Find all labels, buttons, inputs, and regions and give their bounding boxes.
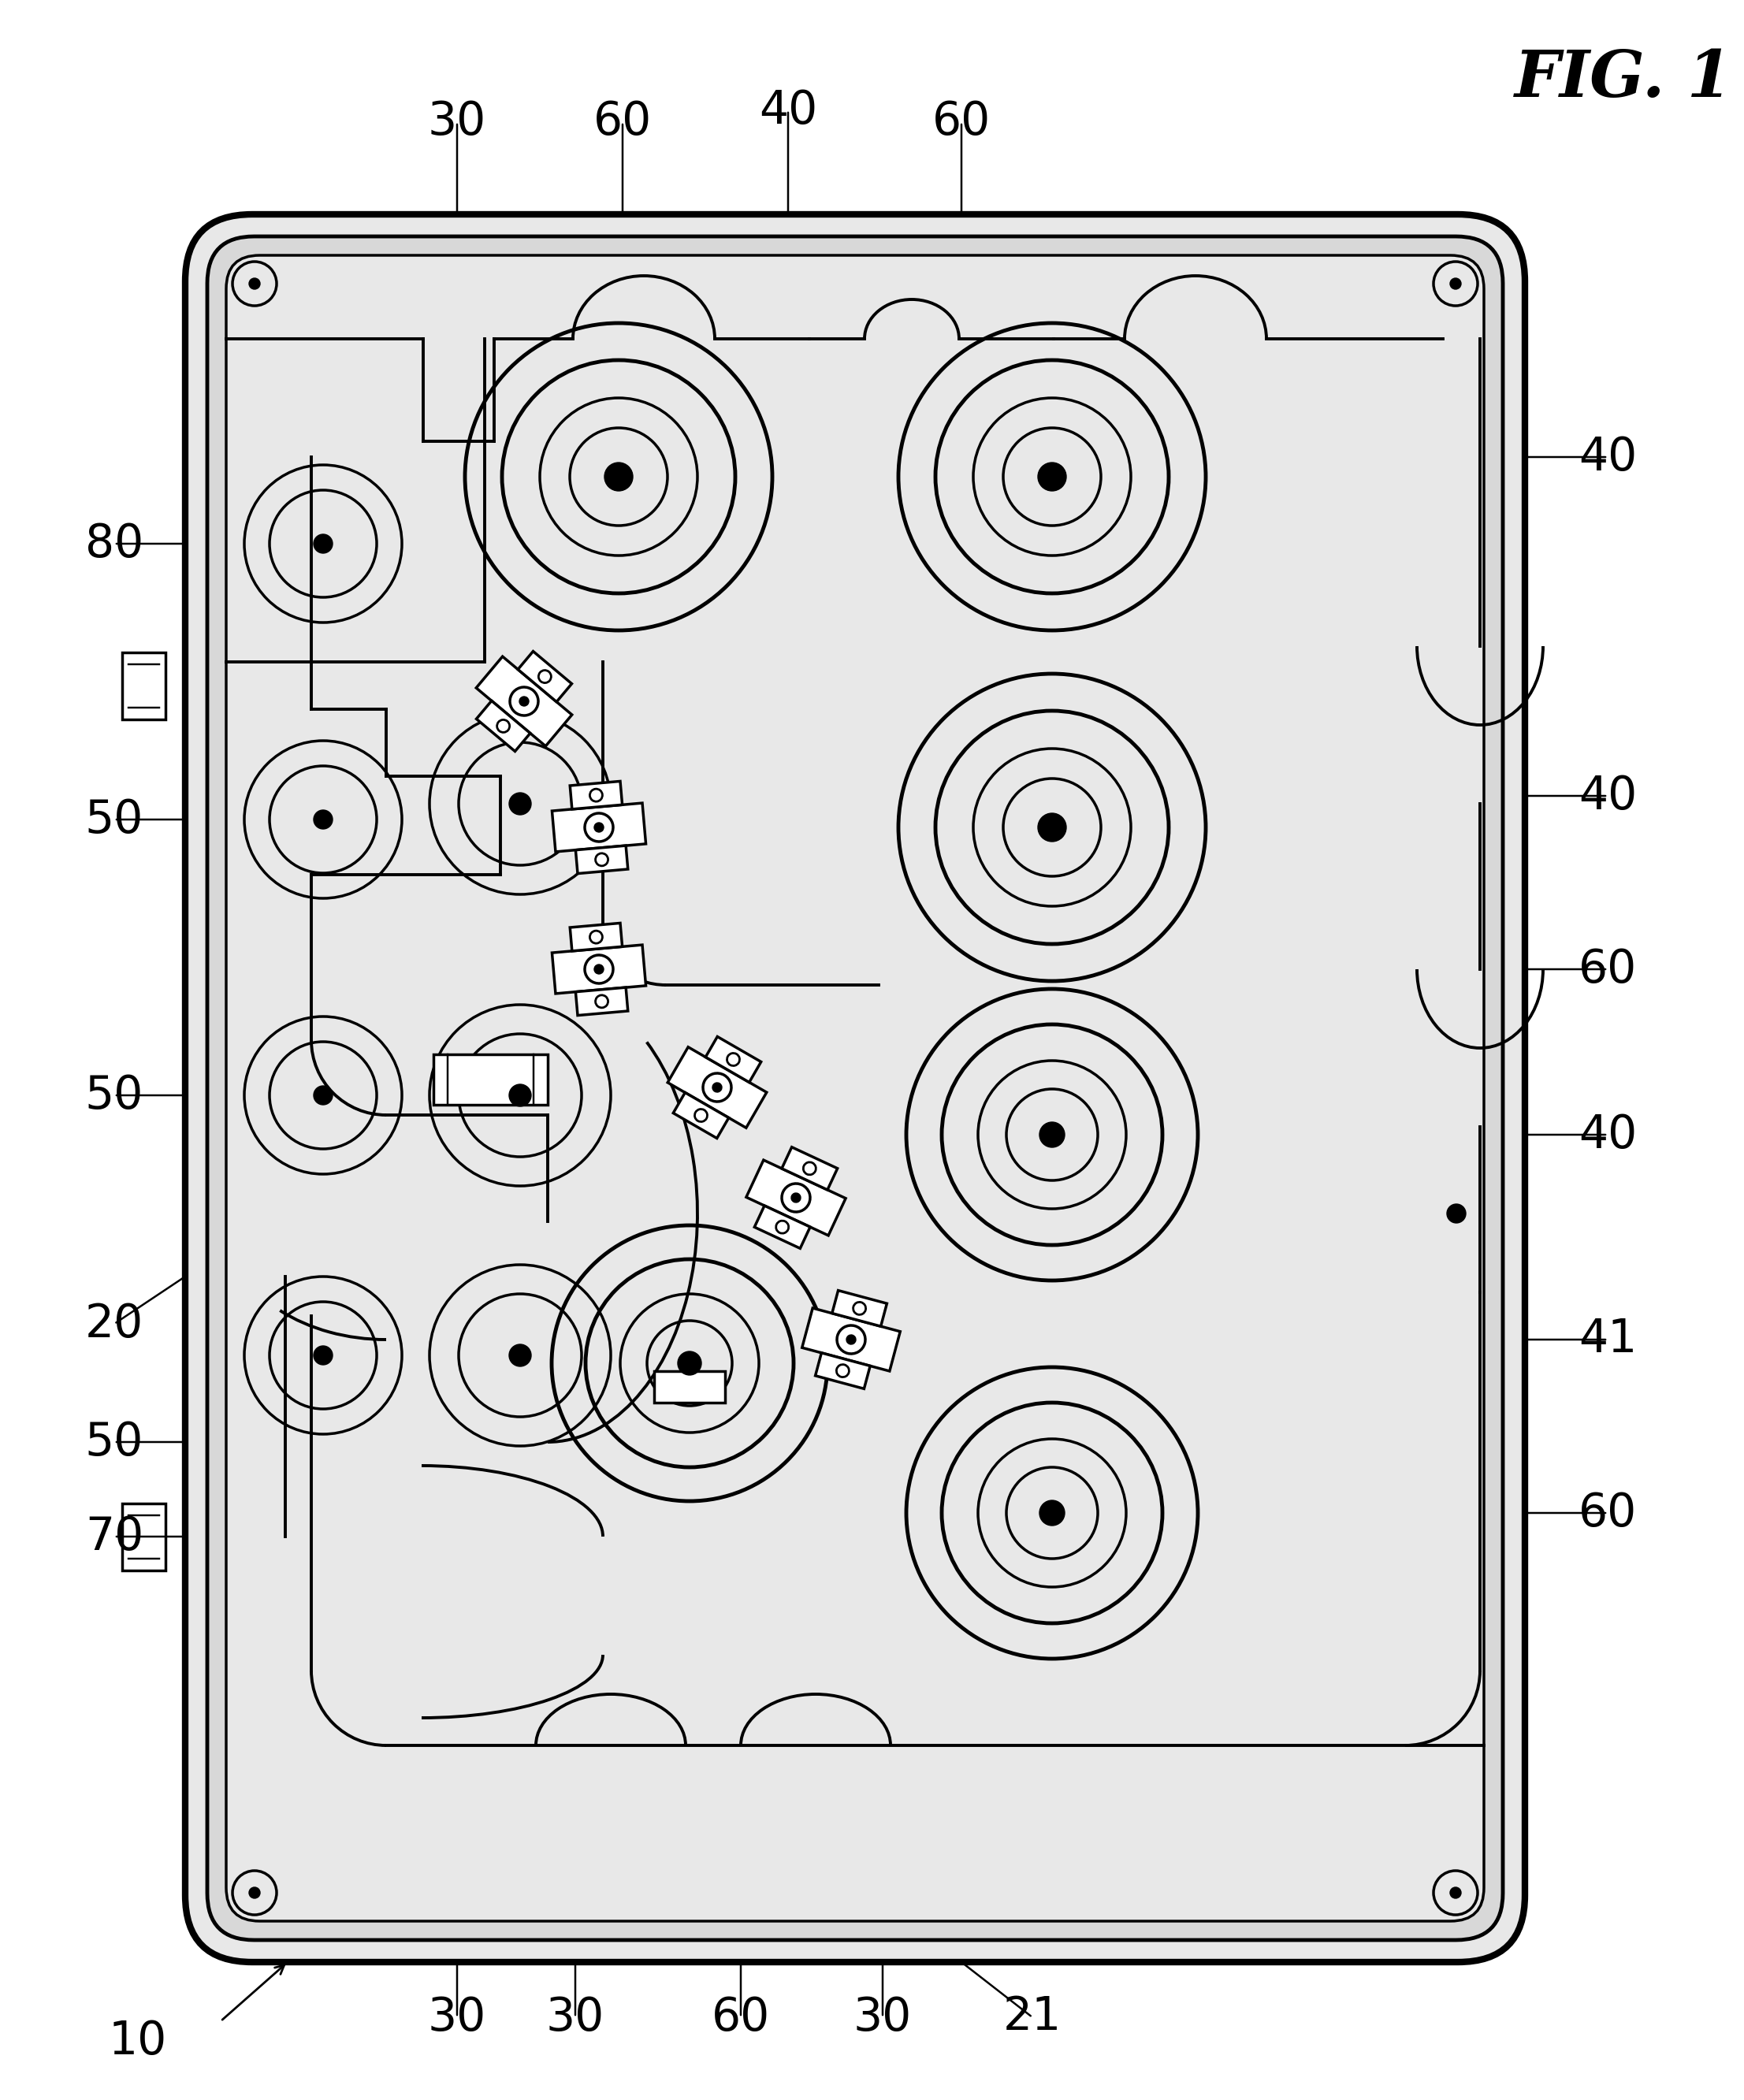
Text: 30: 30	[853, 1995, 912, 2039]
Bar	[576, 846, 628, 874]
Circle shape	[249, 1888, 260, 1898]
FancyBboxPatch shape	[185, 214, 1524, 1961]
Text: 60: 60	[1578, 947, 1638, 991]
Circle shape	[846, 1336, 856, 1344]
Circle shape	[1448, 1203, 1465, 1222]
Bar	[802, 1308, 900, 1371]
Text: 21: 21	[1003, 1995, 1062, 2039]
Text: 30: 30	[427, 1995, 487, 2039]
Text: 80: 80	[85, 521, 143, 567]
Bar	[553, 945, 645, 993]
Circle shape	[314, 811, 333, 830]
Bar	[476, 657, 572, 746]
Circle shape	[595, 964, 603, 974]
Text: 60: 60	[593, 99, 652, 145]
Text: 10: 10	[108, 2018, 167, 2064]
Circle shape	[1038, 813, 1066, 842]
Bar	[576, 987, 628, 1016]
Bar	[553, 802, 645, 853]
Circle shape	[1039, 1499, 1064, 1525]
Text: 60: 60	[712, 1995, 771, 2039]
Bar	[570, 924, 623, 951]
Text: 50: 50	[85, 798, 143, 842]
Bar	[706, 1037, 760, 1082]
Circle shape	[509, 792, 532, 815]
Bar	[832, 1289, 888, 1327]
FancyBboxPatch shape	[208, 237, 1503, 1940]
Text: 60: 60	[1578, 1491, 1638, 1535]
Circle shape	[712, 1084, 722, 1092]
Text: 20: 20	[85, 1302, 143, 1346]
Circle shape	[1038, 462, 1066, 491]
Text: 30: 30	[546, 1995, 605, 2039]
Bar	[122, 1504, 166, 1571]
Circle shape	[605, 462, 633, 491]
Text: 40: 40	[1578, 1113, 1638, 1157]
Circle shape	[520, 697, 528, 706]
Text: 60: 60	[933, 99, 991, 145]
Bar	[518, 651, 572, 701]
Text: 40: 40	[759, 88, 818, 132]
Bar	[668, 1048, 767, 1128]
Text: 70: 70	[85, 1514, 143, 1558]
Circle shape	[509, 1084, 532, 1107]
Bar	[781, 1147, 837, 1191]
Circle shape	[1449, 1888, 1461, 1898]
Circle shape	[314, 1346, 333, 1365]
Circle shape	[792, 1193, 800, 1203]
Text: 50: 50	[85, 1073, 143, 1117]
Bar	[434, 1054, 548, 1105]
Text: 41: 41	[1578, 1317, 1638, 1363]
Bar	[673, 1092, 729, 1138]
Bar	[816, 1352, 870, 1388]
Bar	[476, 701, 530, 752]
Bar	[746, 1159, 846, 1235]
Text: 40: 40	[1578, 435, 1638, 479]
Text: 50: 50	[85, 1420, 143, 1464]
Circle shape	[1449, 277, 1461, 290]
Bar	[570, 781, 623, 809]
Circle shape	[509, 1344, 532, 1367]
FancyBboxPatch shape	[227, 256, 1484, 1922]
Text: FIG. 1: FIG. 1	[1514, 48, 1732, 111]
Circle shape	[314, 533, 333, 552]
Circle shape	[249, 277, 260, 290]
Bar	[122, 653, 166, 718]
Circle shape	[678, 1352, 701, 1376]
Circle shape	[595, 823, 603, 832]
Circle shape	[1039, 1121, 1064, 1147]
Text: 30: 30	[427, 99, 487, 145]
Circle shape	[314, 1086, 333, 1105]
Bar	[654, 1371, 726, 1403]
Text: 40: 40	[1578, 773, 1638, 819]
Bar	[755, 1205, 811, 1247]
